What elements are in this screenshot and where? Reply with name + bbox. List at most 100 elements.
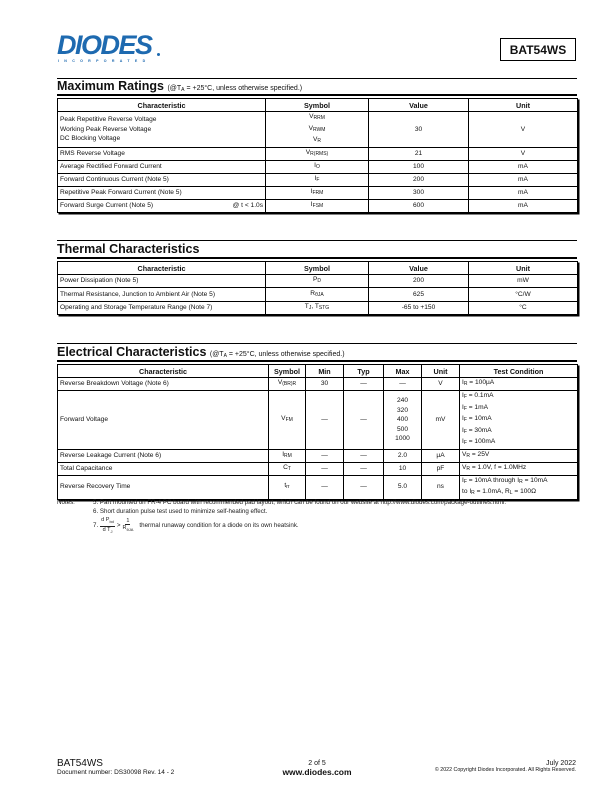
- table-cell-symbol: PD: [265, 274, 369, 288]
- table-row: Operating and Storage Temperature Range …: [57, 301, 578, 315]
- table-cell-value: -65 to +150: [368, 301, 469, 315]
- table-row: Forward Continuous Current (Note 5) IF 200…: [57, 172, 578, 187]
- table-row: Average Rectified Forward Current IO 100 mA: [57, 159, 578, 174]
- condition-note: @ t < 1.0s: [232, 201, 263, 209]
- table-cell-symbol: RθJA: [265, 287, 369, 302]
- table-cell-max: 5.0: [383, 474, 422, 500]
- table-cell-unit: mA: [468, 172, 578, 187]
- logo-subtext: INCORPORATED: [58, 59, 151, 63]
- table-row: RMS Reverse Voltage VR(RMS) 21 V: [57, 146, 578, 161]
- column-header: Symbol: [265, 98, 369, 112]
- table-cell-typ: —: [343, 377, 384, 391]
- table-cell-unit: pF: [421, 461, 460, 476]
- column-header: Value: [368, 98, 469, 112]
- table-header-row: Characteristic Symbol Value Unit: [57, 261, 578, 275]
- footer-right: July 2022 © 2022 Copyright Diodes Incorp…: [435, 760, 576, 773]
- section-rule-thick: [57, 257, 577, 259]
- section-rule-thick: [57, 94, 577, 96]
- copyright: © 2022 Copyright Diodes Incorporated. Al…: [434, 767, 576, 773]
- formula-rhs: 1 RθJA: [122, 517, 134, 533]
- table-cell-unit: µA: [421, 448, 460, 463]
- website-link[interactable]: www.diodes.com: [282, 767, 352, 777]
- footer-date: July 2022: [546, 760, 576, 767]
- table-row: Reverse Recovery Time trr — —5.0 ns IF = 10mA…: [57, 474, 578, 500]
- section-rule: [57, 78, 577, 79]
- table-cell-symbol: trr: [268, 474, 306, 500]
- table-cell-value: 100: [368, 159, 469, 174]
- table-cell-test-condition: VR = 25V: [459, 448, 578, 463]
- electrical-heading: Electrical Characteristics (@TA = +25°C,…: [57, 345, 345, 359]
- section-rule: [57, 240, 577, 241]
- table-cell-unit: V: [468, 111, 578, 148]
- table-row: Repetitive Peak Forward Current (Note 5)…: [57, 185, 578, 200]
- table-cell-characteristic: @ t < 1.0s Forward Surge Current (Note 5): [57, 198, 266, 213]
- diodes-logo: DIODES: [57, 30, 153, 60]
- table-cell-value: 600: [368, 198, 469, 213]
- table-cell-typ: —: [343, 448, 384, 463]
- table-cell-value: 30: [368, 111, 469, 148]
- electrical-table: Characteristic Symbol Min Typ Max Unit Test Co…: [57, 364, 578, 500]
- column-header: Characteristic: [57, 261, 266, 275]
- table-cell-test-condition: IF = 10mA through IR = 10mA to IR = 1.0mA…: [459, 474, 578, 500]
- table-cell-unit: V: [468, 146, 578, 161]
- column-header: Max: [383, 364, 422, 378]
- table-cell-value: 625: [368, 287, 469, 302]
- table-cell-value: 200: [368, 274, 469, 288]
- note-6: 6. Short duration pulse test used to min…: [93, 508, 268, 515]
- column-header: Unit: [468, 261, 578, 275]
- table-cell-unit: °C/W: [468, 287, 578, 302]
- table-cell-typ: —: [343, 474, 384, 500]
- table-cell-characteristic: Power Dissipation (Note 5): [57, 274, 266, 288]
- section-rule-thick: [57, 360, 577, 362]
- table-row: @ t < 1.0s Forward Surge Current (Note 5)…: [57, 198, 578, 213]
- table-cell-symbol: VR(RMS): [265, 146, 369, 161]
- table-cell-characteristic: Repetitive Peak Forward Current (Note 5): [57, 185, 266, 200]
- table-cell-characteristic: RMS Reverse Voltage: [57, 146, 266, 161]
- note-5: 5. Part mounted on FR-4 PC board with re…: [93, 499, 507, 506]
- footer-part-number: BAT54WS: [57, 758, 103, 769]
- column-header: Symbol: [265, 261, 369, 275]
- footer-center: 2 of 5 www.diodes.com: [250, 760, 384, 777]
- table-cell-symbol: VFM: [268, 390, 306, 450]
- table-cell-max: 2.0: [383, 448, 422, 463]
- page-number: 2 of 5: [308, 760, 326, 767]
- column-header: Min: [305, 364, 344, 378]
- table-cell-max: 240 320 400 500 1000: [383, 390, 422, 450]
- table-cell-test-condition: VR = 1.0V, f = 1.0MHz: [459, 461, 578, 476]
- table-cell-test-condition: IR = 100µA: [459, 377, 578, 391]
- table-row: Power Dissipation (Note 5) PD 200 mW: [57, 274, 578, 288]
- section-condition: (@TA = +25°C, unless otherwise specified…: [209, 351, 345, 359]
- table-cell-symbol: TJ, TSTG: [265, 301, 369, 315]
- thermal-heading: Thermal Characteristics: [57, 242, 200, 256]
- column-header: Unit: [421, 364, 460, 378]
- column-header: Test Condition: [459, 364, 578, 378]
- table-cell-symbol: VRRM VRWM VR: [265, 111, 369, 148]
- thermal-table: Characteristic Symbol Value Unit Power Dissi…: [57, 261, 578, 315]
- table-cell-characteristic: Peak Repetitive Reverse Voltage Working P…: [57, 111, 266, 148]
- table-cell-max: 10: [383, 461, 422, 476]
- table-cell-symbol: IFSM: [265, 198, 369, 213]
- table-cell-unit: mA: [468, 159, 578, 174]
- table-row: Reverse Leakage Current (Note 6) IRM — —2.0…: [57, 448, 578, 463]
- table-cell-unit: mA: [468, 185, 578, 200]
- notes-label: Notes:: [57, 499, 75, 506]
- table-row: Forward Voltage VFM — —240 320 400 500 1000 mV IF…: [57, 390, 578, 450]
- column-header: Characteristic: [57, 98, 266, 112]
- table-cell-unit: ns: [421, 474, 460, 500]
- table-row: Peak Repetitive Reverse Voltage Working P…: [57, 111, 578, 148]
- footer-left: BAT54WS Document number: DS30098 Rev. 14…: [57, 758, 174, 776]
- column-header: Symbol: [268, 364, 306, 378]
- table-cell-unit: V: [421, 377, 460, 391]
- max-ratings-table: Characteristic Symbol Value Unit Peak Repeti…: [57, 98, 578, 213]
- column-header: Typ: [343, 364, 384, 378]
- table-cell-unit: °C: [468, 301, 578, 315]
- table-cell-characteristic: Average Rectified Forward Current: [57, 159, 266, 174]
- section-title: Electrical Characteristics: [57, 345, 207, 359]
- table-cell-test-condition: IF = 0.1mA IF = 1mA IF = 10mA IF = 30mA IF =…: [459, 390, 578, 450]
- part-number-box: BAT54WS: [500, 38, 576, 61]
- table-cell-characteristic: Reverse Leakage Current (Note 6): [57, 448, 269, 463]
- table-row: Total Capacitance CT — —10 pF VR = 1.0V, f = …: [57, 461, 578, 476]
- section-title: Maximum Ratings: [57, 79, 164, 93]
- table-cell-characteristic: Operating and Storage Temperature Range …: [57, 301, 266, 315]
